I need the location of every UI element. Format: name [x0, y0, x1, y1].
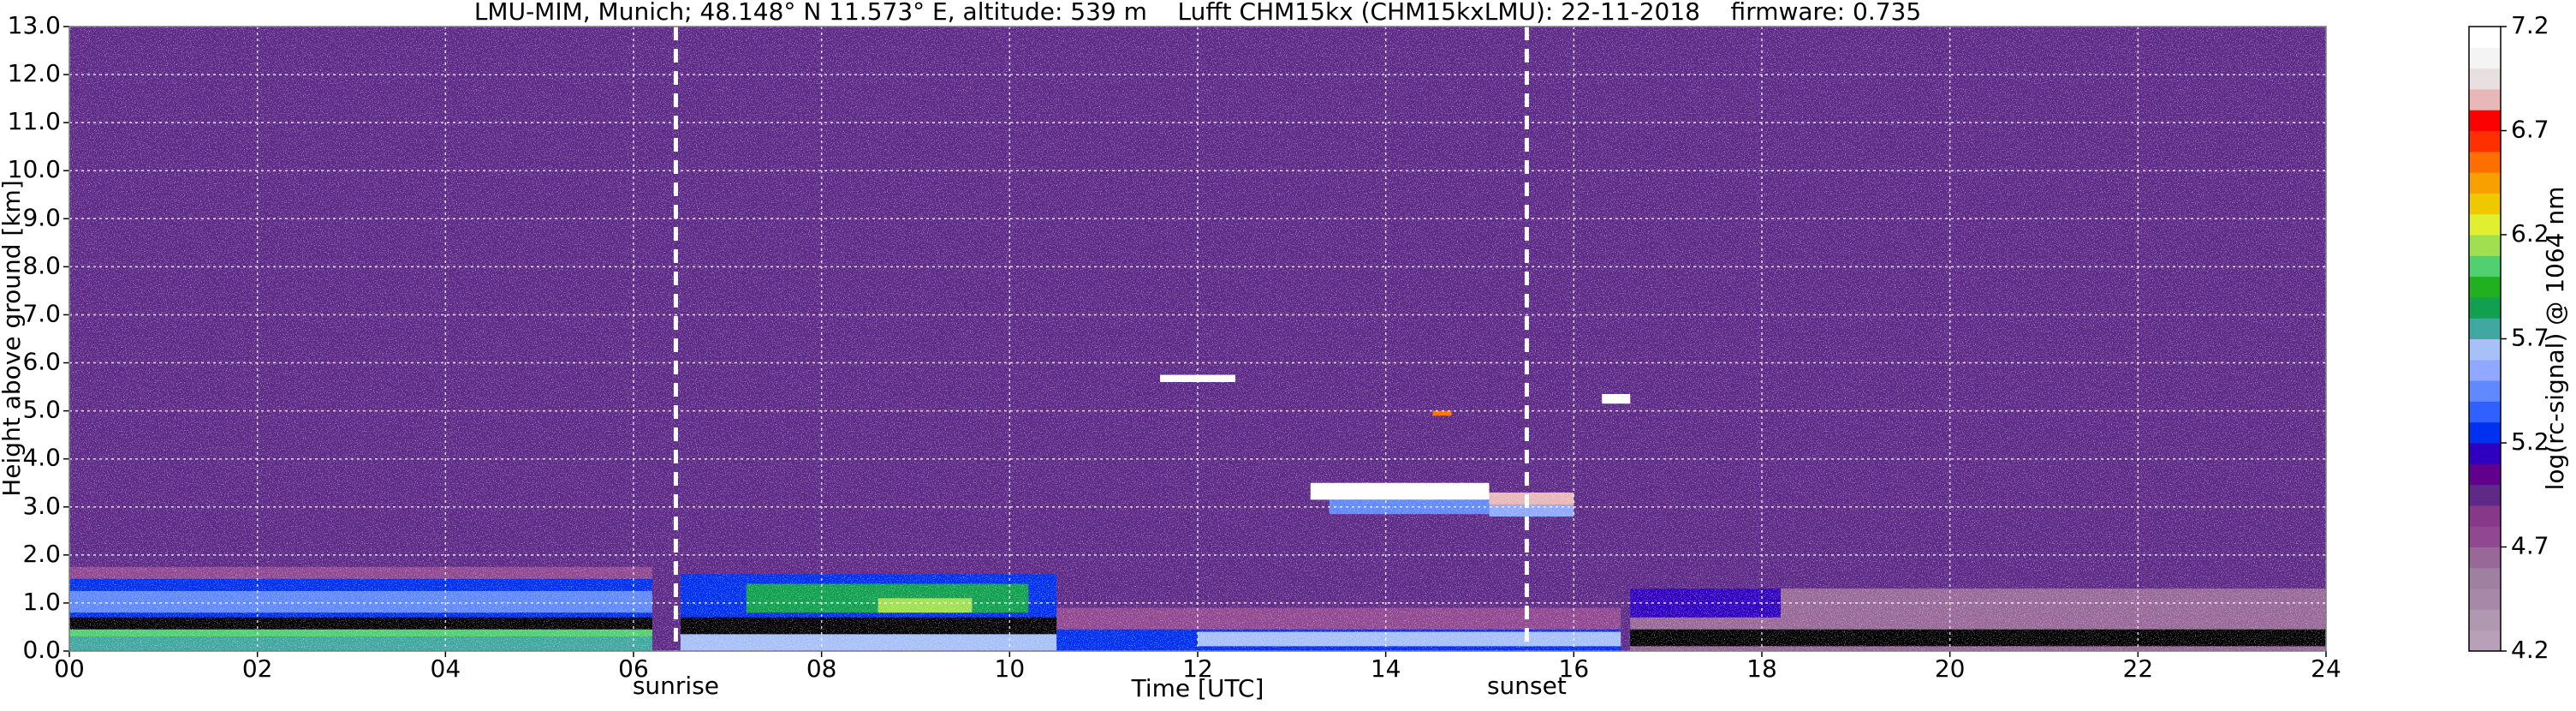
x-axis-label: Time [UTC] — [1131, 674, 1264, 702]
annotation-label: sunset — [1487, 672, 1567, 700]
x-tick-label: 00 — [54, 654, 85, 683]
x-tick-label: 08 — [806, 654, 837, 683]
y-tick-label: 3.0 — [22, 492, 61, 520]
colorbar-tick-label: 4.7 — [2511, 532, 2549, 560]
colorbar-step — [2469, 151, 2501, 173]
colorbar-step — [2469, 68, 2501, 90]
colorbar-step — [2469, 193, 2501, 215]
colorbar-step — [2469, 567, 2501, 589]
colorbar-tick-label: 5.2 — [2511, 427, 2549, 456]
colorbar-step — [2469, 88, 2501, 111]
x-tick-label: 10 — [995, 654, 1026, 683]
x-tick-label: 14 — [1371, 654, 1401, 683]
x-tick-label: 20 — [1935, 654, 1966, 683]
colorbar-tick-label: 5.7 — [2511, 324, 2549, 352]
colorbar-step — [2469, 526, 2501, 547]
colorbar-step — [2469, 338, 2501, 361]
colorbar-step — [2469, 47, 2501, 69]
colorbar-step — [2469, 505, 2501, 527]
colorbar-step — [2469, 255, 2501, 278]
x-tick-label: 04 — [431, 654, 461, 683]
x-tick-label: 24 — [2311, 654, 2341, 683]
y-axis-label: Height above ground [km] — [0, 180, 26, 497]
y-tick-label: 1.0 — [22, 588, 61, 616]
y-tick-label: 0.0 — [22, 636, 61, 664]
colorbar-step — [2469, 463, 2501, 486]
colorbar-step — [2469, 401, 2501, 423]
plot-frame — [68, 26, 2327, 652]
colorbar-tick-label: 7.2 — [2511, 11, 2549, 39]
colorbar-step — [2469, 443, 2501, 464]
colorbar-tick-label: 6.2 — [2511, 219, 2549, 248]
x-tick-label: 06 — [618, 654, 649, 683]
colorbar-step — [2469, 609, 2501, 631]
colorbar-label: log(rc-signal) @ 1064 nm — [2541, 187, 2569, 491]
x-tick-label: 16 — [1559, 654, 1590, 683]
x-tick-label: 02 — [242, 654, 273, 683]
y-tick-label: 2.0 — [22, 540, 61, 568]
colorbar-step — [2469, 380, 2501, 402]
annotation-label: sunrise — [633, 672, 719, 700]
x-tick-label: 18 — [1746, 654, 1777, 683]
colorbar-step — [2469, 296, 2501, 319]
y-tick-label: 9.0 — [22, 203, 61, 231]
colorbar-step — [2469, 359, 2501, 381]
y-tick-label: 5.0 — [22, 396, 61, 424]
y-tick-label: 7.0 — [22, 299, 61, 327]
colorbar-step — [2469, 630, 2501, 652]
colorbar-step — [2469, 213, 2501, 236]
y-tick-label: 4.0 — [22, 444, 61, 472]
colorbar-step — [2469, 110, 2501, 131]
y-tick-label: 11.0 — [8, 107, 61, 135]
y-tick-label: 13.0 — [8, 11, 61, 39]
chart-title: LMU-MIM, Munich; 48.148° N 11.573° E, al… — [474, 0, 1921, 26]
colorbar-tick-label: 4.2 — [2511, 636, 2549, 664]
colorbar-step — [2469, 484, 2501, 506]
colorbar-step — [2469, 547, 2501, 569]
colorbar-step — [2469, 276, 2501, 298]
colorbar-step — [2469, 130, 2501, 152]
colorbar-step — [2469, 589, 2501, 610]
colorbar-step — [2469, 27, 2501, 48]
colorbar-step — [2469, 318, 2501, 339]
x-tick-label: 22 — [2123, 654, 2154, 683]
y-tick-label: 12.0 — [8, 59, 61, 87]
colorbar-tick-label: 6.7 — [2511, 116, 2549, 144]
colorbar-step — [2469, 235, 2501, 256]
y-tick-label: 10.0 — [8, 155, 61, 183]
x-tick-label: 12 — [1182, 654, 1213, 683]
y-tick-label: 8.0 — [22, 251, 61, 279]
y-tick-label: 6.0 — [22, 348, 61, 376]
overlay: 00 02 04 06 08 10 12 14 16 18 20 22 24 0.0 1.0 2.0 3.0 4.… — [8, 11, 2341, 700]
colorbar-step — [2469, 172, 2501, 194]
colorbar-step — [2469, 421, 2501, 444]
